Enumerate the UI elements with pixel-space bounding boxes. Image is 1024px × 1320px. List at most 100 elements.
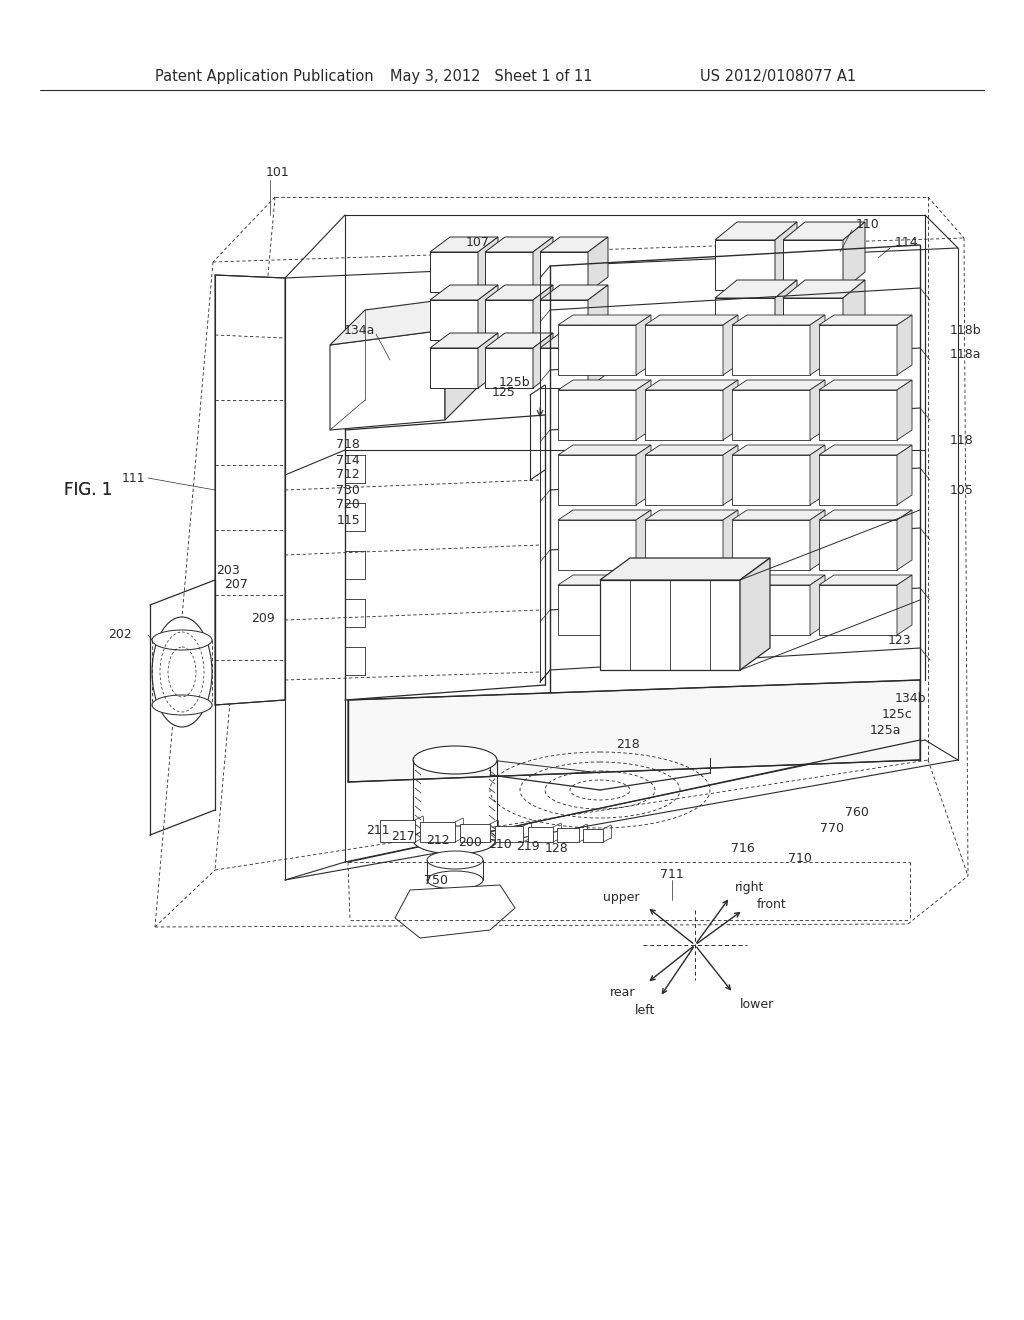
Polygon shape	[732, 510, 825, 520]
Polygon shape	[534, 238, 553, 292]
Polygon shape	[636, 380, 651, 440]
Text: 712: 712	[336, 469, 360, 482]
Polygon shape	[558, 576, 651, 585]
Polygon shape	[732, 520, 810, 570]
Polygon shape	[843, 222, 865, 290]
Polygon shape	[819, 520, 897, 570]
Polygon shape	[810, 510, 825, 570]
Text: 101: 101	[266, 166, 290, 180]
Polygon shape	[723, 445, 738, 506]
Text: 714: 714	[336, 454, 360, 466]
Text: 107: 107	[466, 235, 489, 248]
Polygon shape	[330, 330, 445, 430]
Polygon shape	[723, 315, 738, 375]
Text: 219: 219	[516, 841, 540, 854]
Polygon shape	[723, 576, 738, 635]
Polygon shape	[478, 333, 498, 388]
Polygon shape	[558, 455, 636, 506]
Polygon shape	[528, 828, 553, 842]
Text: 123: 123	[888, 634, 911, 647]
Polygon shape	[783, 222, 865, 240]
Polygon shape	[732, 576, 825, 585]
Polygon shape	[330, 294, 480, 345]
Text: 125c: 125c	[882, 709, 912, 722]
Ellipse shape	[152, 616, 212, 727]
Polygon shape	[723, 510, 738, 570]
Ellipse shape	[152, 696, 212, 715]
Polygon shape	[540, 252, 588, 292]
Polygon shape	[430, 238, 498, 252]
Polygon shape	[819, 380, 912, 389]
Polygon shape	[540, 333, 608, 348]
Polygon shape	[783, 280, 865, 298]
Text: 134a: 134a	[344, 323, 375, 337]
Polygon shape	[645, 585, 723, 635]
Polygon shape	[645, 576, 738, 585]
Text: 111: 111	[122, 471, 145, 484]
Polygon shape	[715, 280, 797, 298]
Polygon shape	[430, 285, 498, 300]
Polygon shape	[534, 285, 553, 341]
Polygon shape	[534, 333, 553, 388]
Polygon shape	[558, 510, 651, 520]
Text: 770: 770	[820, 821, 844, 834]
Polygon shape	[732, 325, 810, 375]
Text: 200: 200	[458, 837, 482, 850]
Polygon shape	[732, 585, 810, 635]
Polygon shape	[420, 822, 455, 842]
Polygon shape	[715, 240, 775, 290]
Ellipse shape	[152, 630, 212, 649]
Polygon shape	[645, 520, 723, 570]
Polygon shape	[819, 585, 897, 635]
Text: 203: 203	[216, 564, 240, 577]
Polygon shape	[540, 348, 588, 388]
Polygon shape	[740, 558, 770, 671]
Polygon shape	[732, 380, 825, 389]
Polygon shape	[588, 285, 608, 341]
Polygon shape	[645, 445, 738, 455]
Polygon shape	[600, 579, 740, 671]
Polygon shape	[558, 520, 636, 570]
Polygon shape	[645, 380, 738, 389]
Text: rear: rear	[609, 986, 635, 999]
Ellipse shape	[427, 851, 483, 869]
Text: 720: 720	[336, 499, 360, 511]
Text: 211: 211	[367, 824, 390, 837]
Polygon shape	[558, 325, 636, 375]
Text: 118: 118	[950, 433, 974, 446]
Polygon shape	[843, 280, 865, 348]
Text: 718: 718	[336, 438, 360, 451]
Polygon shape	[540, 285, 608, 300]
Text: 217: 217	[391, 829, 415, 842]
Polygon shape	[645, 455, 723, 506]
Polygon shape	[557, 828, 579, 842]
Polygon shape	[348, 680, 920, 781]
Polygon shape	[636, 510, 651, 570]
Polygon shape	[558, 445, 651, 455]
Text: 750: 750	[424, 874, 449, 887]
Polygon shape	[645, 315, 738, 325]
Polygon shape	[430, 300, 478, 341]
Polygon shape	[430, 252, 478, 292]
Polygon shape	[732, 315, 825, 325]
Polygon shape	[645, 325, 723, 375]
Text: 207: 207	[224, 578, 248, 591]
Text: 710: 710	[788, 851, 812, 865]
Polygon shape	[395, 884, 515, 939]
Polygon shape	[819, 455, 897, 506]
Polygon shape	[478, 238, 498, 292]
Polygon shape	[215, 275, 285, 705]
Polygon shape	[783, 240, 843, 290]
Polygon shape	[558, 380, 651, 389]
Polygon shape	[783, 298, 843, 348]
Text: 115: 115	[336, 513, 360, 527]
Text: 118a: 118a	[950, 348, 981, 362]
Text: 114: 114	[895, 235, 919, 248]
Polygon shape	[810, 315, 825, 375]
Text: 730: 730	[336, 483, 360, 496]
Polygon shape	[897, 445, 912, 506]
Polygon shape	[810, 576, 825, 635]
Polygon shape	[583, 829, 603, 842]
Polygon shape	[600, 558, 770, 579]
Text: US 2012/0108077 A1: US 2012/0108077 A1	[700, 69, 856, 83]
